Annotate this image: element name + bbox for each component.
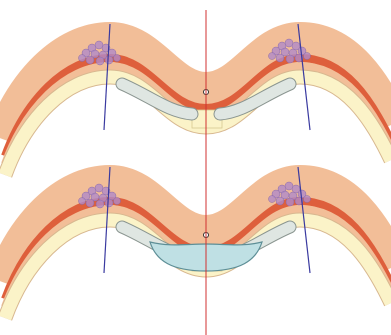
page [0, 0, 391, 335]
diagram [0, 0, 391, 335]
upper-panel [5, 24, 391, 175]
lower-panel [5, 167, 391, 318]
